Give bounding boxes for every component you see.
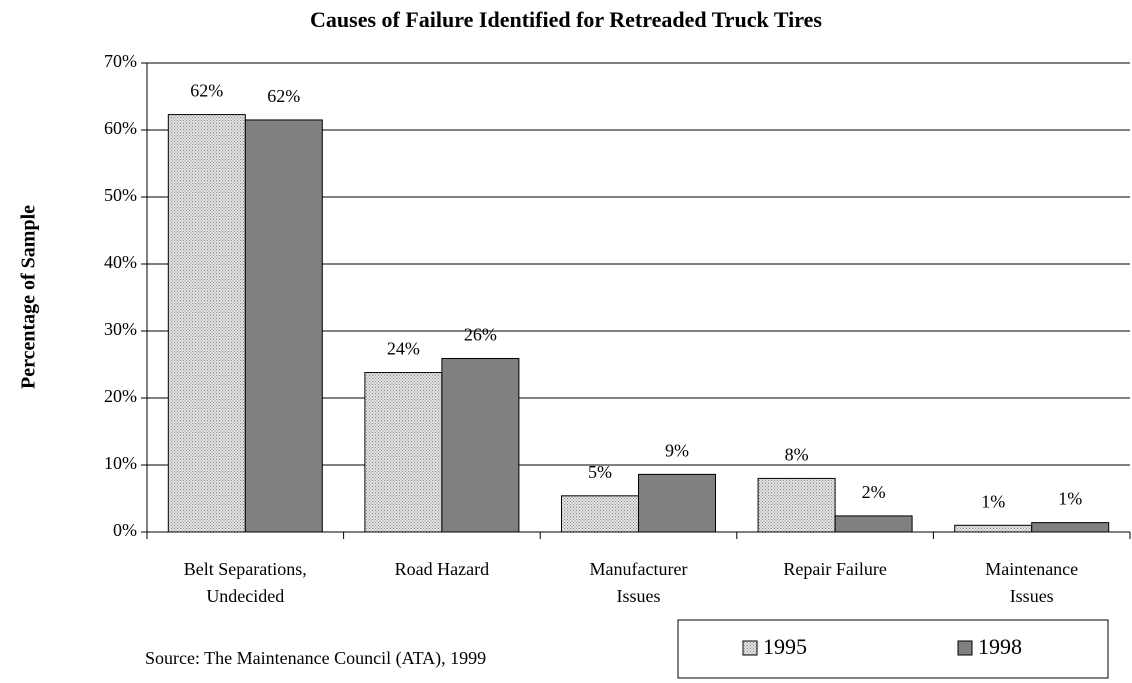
bar bbox=[954, 524, 1033, 533]
bar bbox=[167, 114, 246, 533]
data-label: 1% bbox=[981, 491, 1005, 511]
legend-label: 1995 bbox=[763, 634, 807, 659]
legend-swatch bbox=[742, 640, 758, 656]
data-label: 24% bbox=[387, 339, 420, 359]
x-tick-label: Repair Failure bbox=[783, 559, 887, 579]
chart-title: Causes of Failure Identified for Retread… bbox=[310, 7, 822, 32]
bar bbox=[364, 372, 443, 533]
bar bbox=[834, 515, 913, 533]
bar bbox=[1031, 522, 1110, 533]
bar bbox=[638, 473, 716, 533]
y-tick-label: 10% bbox=[104, 453, 137, 473]
data-label: 62% bbox=[267, 86, 300, 106]
y-tick-label: 50% bbox=[104, 185, 137, 205]
y-tick-label: 20% bbox=[104, 386, 137, 406]
x-tick-label: Belt Separations, Undecided bbox=[183, 559, 307, 606]
y-tick-label: 30% bbox=[104, 319, 137, 339]
y-tick-label: 0% bbox=[113, 520, 137, 540]
x-tick-label: Manufacturer Issues bbox=[589, 559, 688, 606]
legend-label: 1998 bbox=[978, 634, 1022, 659]
bar bbox=[561, 495, 639, 533]
bar bbox=[244, 119, 323, 533]
y-axis-label: Percentage of Sample bbox=[18, 205, 40, 389]
y-tick-label: 40% bbox=[104, 252, 137, 272]
legend-swatch bbox=[957, 640, 973, 656]
x-tick-label: Road Hazard bbox=[394, 559, 490, 579]
data-label: 1% bbox=[1058, 489, 1082, 509]
x-tick-label: Maintenance Issues bbox=[985, 559, 1079, 606]
bar bbox=[757, 477, 836, 533]
source-note: Source: The Maintenance Council (ATA), 1… bbox=[145, 648, 486, 669]
y-tick-label: 70% bbox=[104, 51, 137, 71]
data-label: 62% bbox=[190, 81, 223, 101]
data-label: 5% bbox=[588, 462, 612, 482]
y-tick-label: 60% bbox=[104, 118, 137, 138]
data-label: 26% bbox=[464, 325, 497, 345]
data-label: 9% bbox=[665, 441, 689, 461]
bar bbox=[441, 357, 520, 533]
data-label: 2% bbox=[862, 482, 886, 502]
data-label: 8% bbox=[785, 445, 809, 465]
